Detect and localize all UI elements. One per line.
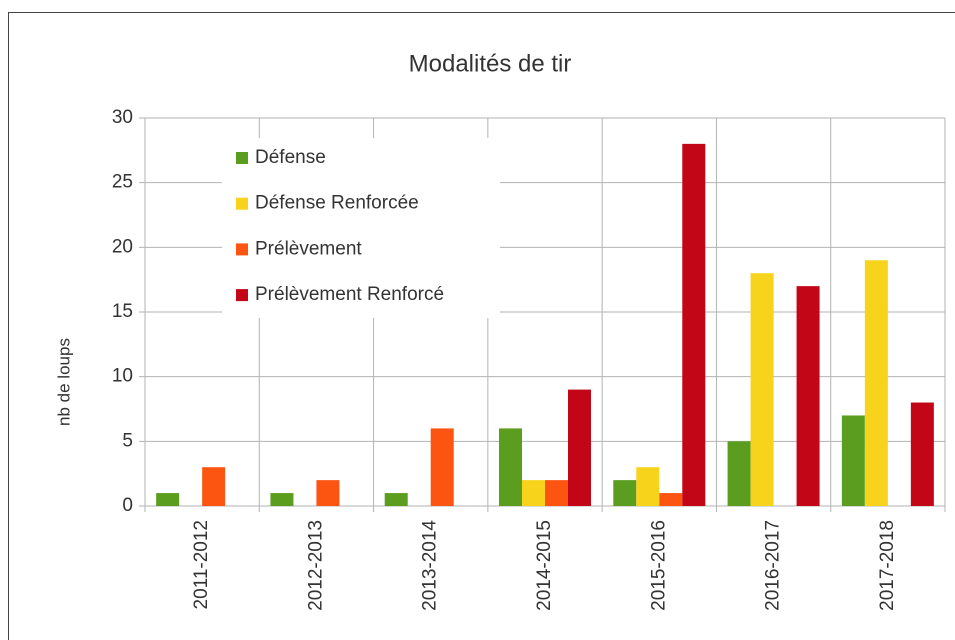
bar — [613, 480, 637, 506]
x-tick-label: 2014-2015 — [534, 520, 555, 611]
x-tick-label: 2016-2017 — [763, 520, 784, 611]
legend-swatch — [236, 243, 248, 256]
frame — [8, 12, 955, 640]
legend-label: Prélèvement Renforcé — [255, 284, 444, 305]
x-tick-label: 2011-2012 — [191, 520, 212, 609]
legend-label: Prélèvement — [255, 238, 362, 259]
legend-box — [222, 138, 500, 318]
bar — [499, 428, 522, 506]
bar — [316, 480, 340, 506]
y-tick-label: 0 — [122, 495, 133, 516]
legend-swatch — [236, 152, 248, 164]
bar — [796, 286, 820, 506]
bar — [568, 389, 591, 506]
x-tick-label: 2017-2018 — [877, 520, 898, 611]
bar — [910, 402, 934, 506]
bar — [864, 260, 888, 506]
bar — [636, 467, 660, 506]
bar — [750, 273, 774, 506]
y-tick-label: 5 — [122, 430, 133, 451]
y-tick-label: 20 — [112, 236, 133, 257]
y-axis-label: nb de loups — [54, 338, 73, 426]
bar — [270, 493, 294, 506]
bar — [430, 428, 454, 506]
legend-label: Défense — [255, 147, 326, 168]
bar — [841, 415, 865, 506]
bar — [659, 493, 683, 506]
bar — [202, 467, 226, 506]
x-tick-label: 2013-2014 — [420, 520, 441, 611]
bar — [384, 493, 408, 506]
y-tick-label: 30 — [112, 107, 133, 128]
x-tick-label: 2015-2016 — [648, 520, 669, 611]
bar — [682, 143, 706, 506]
chart-title: Modalités de tir — [409, 50, 572, 77]
bar — [522, 480, 545, 506]
bar — [545, 480, 568, 506]
y-tick-label: 15 — [112, 301, 133, 322]
bar — [156, 493, 180, 506]
legend-swatch — [236, 289, 248, 302]
legend-swatch — [236, 197, 248, 210]
x-tick-label: 2012-2013 — [305, 520, 326, 611]
y-tick-label: 25 — [112, 172, 133, 193]
legend-label: Défense Renforcée — [255, 193, 419, 214]
y-tick-label: 10 — [112, 366, 133, 387]
bar — [727, 441, 751, 506]
